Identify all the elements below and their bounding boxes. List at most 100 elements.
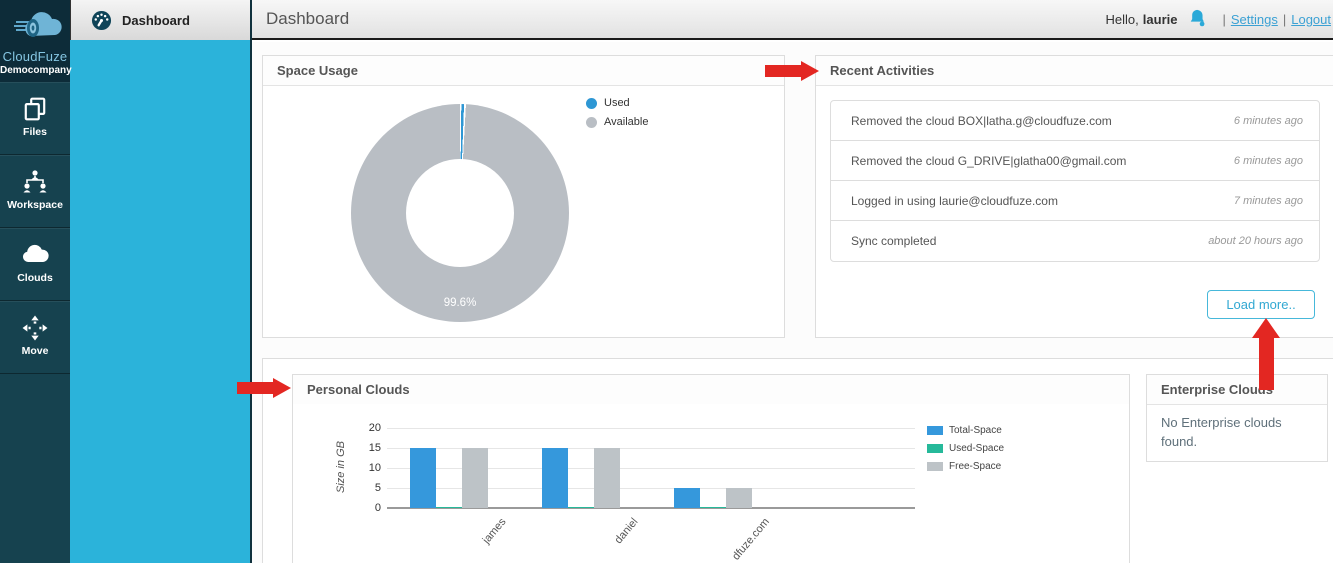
legend-dot xyxy=(586,97,597,109)
brand-block[interactable]: CloudFuze Democompany xyxy=(0,0,72,82)
sidebar-item-label: Workspace xyxy=(7,199,63,211)
settings-link[interactable]: Settings xyxy=(1230,11,1278,27)
load-more-button[interactable]: Load more.. xyxy=(1207,290,1315,319)
x-category-label: james xyxy=(480,516,509,547)
legend-label: Used xyxy=(604,97,630,109)
activity-text: Removed the cloud G_DRIVE|glatha00@gmail… xyxy=(851,153,1127,168)
activity-time: 7 minutes ago xyxy=(1233,194,1303,207)
legend-item-total-space: Total-Space xyxy=(927,425,1004,436)
activity-row: Removed the cloud G_DRIVE|glatha00@gmail… xyxy=(831,141,1319,181)
personal-clouds-panel: Personal Clouds Size in GB james daniel df… xyxy=(292,374,1130,563)
bar-total-space-james xyxy=(410,448,436,508)
legend-item-available: Available xyxy=(586,116,648,128)
y-axis-label: Size in GB xyxy=(334,441,347,493)
space-usage-title: Space Usage xyxy=(263,56,784,86)
gridline xyxy=(387,468,915,469)
x-category-label: daniel xyxy=(612,516,641,547)
move-icon xyxy=(22,315,48,341)
donut-hole xyxy=(406,159,514,267)
annotation-arrow-recent-activities xyxy=(765,61,819,81)
donut-legend: Used Available xyxy=(586,97,648,135)
personal-clouds-title: Personal Clouds xyxy=(293,375,1129,404)
subnav-item-dashboard[interactable]: Dashboard xyxy=(70,0,250,40)
bar-free-space-daniel xyxy=(594,448,620,508)
sidebar-item-label: Files xyxy=(23,126,47,138)
bar-free-space-james xyxy=(462,448,488,508)
workspace-icon xyxy=(23,170,47,193)
y-tick-label: 20 xyxy=(368,422,381,434)
sidebar-item-workspace[interactable]: Workspace xyxy=(0,155,70,228)
bell-wrap[interactable] xyxy=(1187,8,1209,31)
arrow-head xyxy=(273,378,291,398)
topbar-right: Hello, laurie | Settings | Logout xyxy=(1106,8,1331,31)
sidebar-item-move[interactable]: Move xyxy=(0,301,70,374)
logout-link[interactable]: Logout xyxy=(1291,11,1331,27)
donut-ring: 99.6% xyxy=(351,104,569,322)
recent-activities-title: Recent Activities xyxy=(816,56,1333,86)
arrow-head xyxy=(801,61,819,81)
activity-row: Removed the cloud BOX|latha.g@cloudfuze.… xyxy=(831,101,1319,141)
separator: | xyxy=(1282,11,1287,27)
bar-used-space-daniel xyxy=(568,507,594,508)
legend-swatch xyxy=(927,426,943,435)
legend-label: Available xyxy=(604,116,649,128)
annotation-arrow-personal-clouds xyxy=(237,378,291,398)
subnav-item-label: Dashboard xyxy=(122,12,190,28)
activity-text: Removed the cloud BOX|latha.g@cloudfuze.… xyxy=(851,113,1112,128)
bar-total-space-daniel xyxy=(542,448,568,508)
legend-label: Free-Space xyxy=(949,461,1002,472)
notification-bell-icon xyxy=(1191,9,1205,26)
brand-company: Democompany xyxy=(0,65,72,76)
activity-text: Logged in using laurie@cloudfuze.com xyxy=(851,193,1058,208)
gridline xyxy=(387,488,915,489)
space-usage-panel: Space Usage 99.6% Used Available xyxy=(262,55,785,338)
annotation-arrow-load-more xyxy=(1252,318,1280,390)
greeting-text: Hello, xyxy=(1105,11,1139,27)
clouds-section-panel: Personal Clouds Size in GB james daniel df… xyxy=(262,358,1333,563)
bar-used-space-dfuze.com xyxy=(700,507,726,508)
bar-used-space-james xyxy=(436,507,462,508)
activity-list: Removed the cloud BOX|latha.g@cloudfuze.… xyxy=(830,100,1320,262)
username-text: laurie xyxy=(1142,11,1178,27)
secondary-sidebar: Dashboard xyxy=(70,0,252,563)
legend-item-free-space: Free-Space xyxy=(927,461,1004,472)
legend-label: Used-Space xyxy=(949,443,1005,454)
activity-text: Sync completed xyxy=(851,234,937,248)
legend-swatch xyxy=(927,444,943,453)
legend-item-used-space: Used-Space xyxy=(927,443,1004,454)
y-tick-label: 15 xyxy=(368,442,381,454)
arrow-shaft xyxy=(237,382,273,394)
files-icon xyxy=(24,97,46,121)
activity-time: 6 minutes ago xyxy=(1233,154,1303,167)
arrow-shaft xyxy=(765,65,801,77)
sidebar-item-clouds[interactable]: Clouds xyxy=(0,228,70,301)
separator: | xyxy=(1222,11,1226,27)
page-title: Dashboard xyxy=(266,9,350,28)
legend-swatch xyxy=(927,462,943,471)
sidebar-item-files[interactable]: Files xyxy=(0,82,70,155)
cloudfuze-logo-icon xyxy=(14,12,62,37)
enterprise-clouds-panel: Enterprise Clouds No Enterprise clouds f… xyxy=(1146,374,1328,462)
donut-percentage-label: 99.6% xyxy=(443,297,477,309)
legend-item-used: Used xyxy=(586,97,648,109)
brand-name: CloudFuze xyxy=(2,49,68,64)
activity-row: Sync completed about 20 hours ago xyxy=(831,221,1319,261)
clouds-icon xyxy=(22,244,49,262)
dashboard-gauge-icon xyxy=(91,10,112,30)
y-tick-label: 10 xyxy=(368,462,381,474)
topbar: Dashboard Hello, laurie | Settings | Log… xyxy=(252,0,1333,40)
gridline xyxy=(387,448,915,449)
bar-free-space-dfuze.com xyxy=(726,488,752,508)
sidebar-item-label: Clouds xyxy=(17,272,53,284)
space-usage-donut-chart: 99.6% xyxy=(351,104,569,322)
recent-activities-panel: Recent Activities Removed the cloud BOX|… xyxy=(815,55,1333,338)
arrow-shaft xyxy=(1258,338,1274,390)
legend-label: Total-Space xyxy=(949,425,1002,436)
activity-time: about 20 hours ago xyxy=(1208,235,1303,247)
enterprise-clouds-title: Enterprise Clouds xyxy=(1147,375,1327,405)
activity-time: 6 minutes ago xyxy=(1233,114,1303,127)
bar-chart-plot-area xyxy=(387,428,915,509)
app-sidebar: CloudFuze Democompany Files Workspace Cl… xyxy=(0,0,72,563)
arrow-head xyxy=(1252,318,1280,338)
content-area: Space Usage 99.6% Used Available Recent … xyxy=(252,42,1333,563)
